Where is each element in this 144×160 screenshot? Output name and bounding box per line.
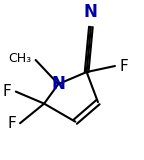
Text: N: N — [51, 75, 65, 93]
Text: F: F — [3, 84, 12, 99]
Text: F: F — [7, 116, 16, 131]
Text: F: F — [119, 59, 128, 73]
Text: N: N — [84, 3, 98, 21]
Text: CH₃: CH₃ — [8, 52, 31, 65]
